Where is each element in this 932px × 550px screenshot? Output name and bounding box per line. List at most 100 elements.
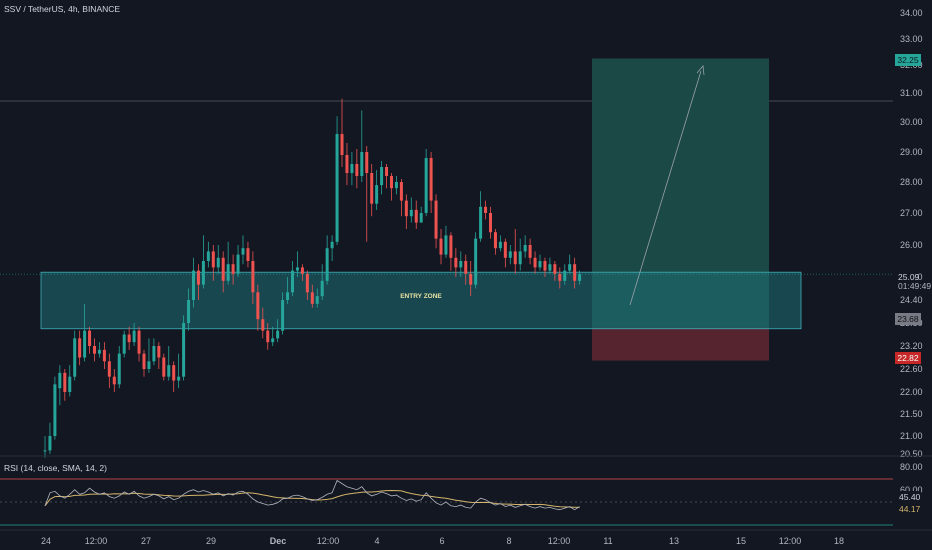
price-tick-label: 22.60 [900,364,923,374]
time-tick-label: 13 [669,536,679,546]
price-tick-label: 26.00 [900,240,923,250]
candle-body [83,330,87,358]
candle-body [196,270,200,285]
candle-body [117,353,121,385]
current-price-tag [895,271,917,282]
candle-body [142,353,146,369]
candle-body [97,349,101,354]
time-tick-label: 12:00 [779,536,802,546]
stop-zone [592,327,769,361]
candle-body [286,292,290,300]
candle-body [469,273,473,285]
stop-price-tag [895,352,921,364]
price-tick-label: 22.00 [900,387,923,397]
candle-body [390,176,393,189]
candle-body [523,245,527,252]
candle-body [251,261,255,293]
candle-body [157,346,161,358]
entry-price-tag [895,313,921,325]
candle-body [404,200,408,217]
candle-body [88,330,92,346]
candle-body [370,173,374,204]
candle-body [58,372,62,389]
candle-body [464,261,468,274]
candle-body [192,270,195,300]
candle-body [236,254,240,274]
candle-body [439,238,443,255]
candle-body [444,235,448,255]
candle-body [271,338,275,343]
candle-body [226,264,230,281]
candle-body [127,334,131,343]
candle-body [211,251,215,268]
candle-body [385,167,389,176]
candle-body [172,365,176,381]
candle-body [187,300,191,323]
time-tick-label: 6 [439,536,444,546]
price-tick-label: 21.50 [900,409,923,419]
time-axis[interactable]: 24 12:00 27 29 Dec 12:00 4 6 8 12:00 11 13 15 12:00 18 [41,536,844,546]
candle-body [429,158,433,201]
time-tick-label: 12:00 [317,536,340,546]
candle-body [152,346,156,362]
price-tick-label: 23.20 [900,341,923,351]
rsi-value-b: 44.17 [899,504,921,514]
price-tick-label: 29.00 [900,147,923,157]
candle-body [112,376,116,385]
candle-body [93,346,96,354]
candle-body [68,376,72,392]
candle-body [414,209,418,223]
candle-body [335,134,339,242]
candle-body [305,273,309,293]
candle-body [503,241,507,258]
entry-zone [40,271,802,330]
price-tick-label: 30.00 [900,117,923,127]
candle-body [281,300,285,331]
countdown-text: 01:49:49 [898,281,931,291]
candle-body [399,182,403,201]
price-tick-label: 27.00 [900,208,923,218]
candle-body [513,251,517,265]
price-tick-label: 33.00 [900,34,923,44]
candle-body [206,251,210,261]
candle-body [147,361,151,369]
time-tick-label: 11 [603,536,612,546]
candle-body [394,182,398,189]
candle-body [241,248,245,255]
candle-body [315,296,319,304]
time-tick-label: 29 [206,536,216,546]
candle-body [330,241,334,249]
candle-body [201,261,205,285]
candle-body [508,251,512,258]
candle-body [177,376,181,381]
price-tick-label: 20.50 [900,449,923,459]
rsi-line [44,479,580,511]
time-tick-label: 8 [506,536,511,546]
candle-body [419,213,423,223]
candle-body [454,257,458,268]
candle-body [345,155,349,173]
time-tick-label: Dec [270,536,287,546]
rsi-value-tag-b [895,503,921,514]
candle-body [548,264,552,271]
candle-body [167,365,171,377]
entry-zone-label: ENTRY ZONE [400,293,442,300]
rsi-label: RSI (14, close, SMA, 14, 2) [4,463,107,473]
time-tick-label: 15 [736,536,746,546]
current-price-tag-text: 25.09 [898,272,920,282]
candle-body [558,273,562,281]
price-tick-label: 31.00 [900,88,923,98]
target-price-tag-text: 32.25 [897,55,919,65]
target-price-tag [895,54,921,66]
candle-body [256,292,260,320]
candle-body [291,270,294,293]
time-tick-label: 12:00 [85,536,108,546]
projection-arrowhead [696,65,705,76]
price-tick-label: 24.40 [900,295,923,305]
time-tick-label: 4 [374,536,379,546]
candle-body [261,319,265,331]
candle-body [266,330,270,343]
candle-body [380,167,384,186]
